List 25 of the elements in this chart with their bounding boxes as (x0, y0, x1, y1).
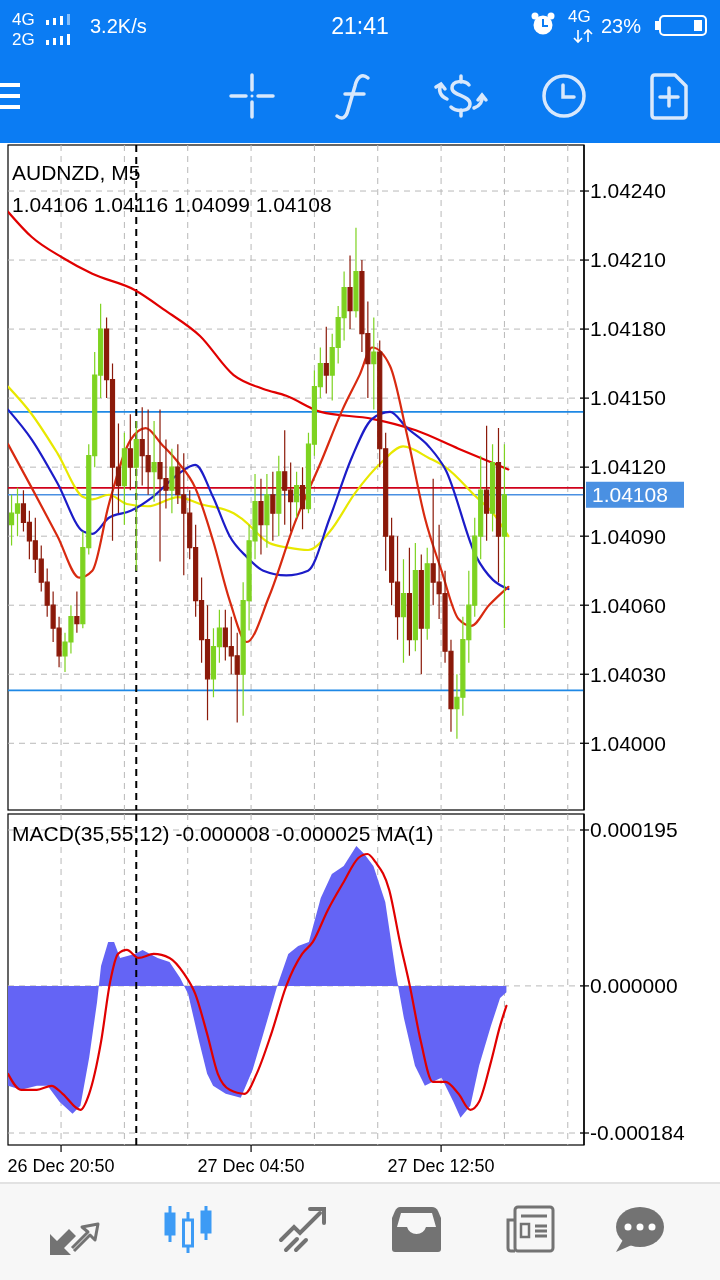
text: 1.04106 1.04116 1.04099 1.04108 (12, 193, 332, 216)
y-tick-label: 1.04060 (590, 593, 666, 617)
y-tick-label: 1.04030 (590, 662, 666, 686)
y-tick-label: 0.000000 (590, 974, 678, 998)
y-tick-label: 1.04000 (590, 731, 666, 755)
y-tick-label: 1.04120 (590, 455, 666, 479)
y-tick-label: 0.000195 (590, 818, 678, 842)
text: 21:41 (331, 13, 389, 39)
chart-title: MACD(35,55,12) -0.000008 -0.000025 MA(1) (12, 822, 434, 845)
ref-line-label: 1.04108 (592, 483, 668, 507)
y-tick-label: 1.04180 (590, 317, 666, 341)
y-tick-label: 1.04210 (590, 248, 666, 272)
text: AUDNZD, M5 (12, 161, 141, 184)
text: 2G (12, 30, 35, 49)
x-tick-label: 27 Dec 04:50 (197, 1156, 305, 1176)
y-tick-label: 1.04150 (590, 386, 666, 410)
y-tick-label: -0.000184 (590, 1121, 685, 1145)
y-tick-label: 1.04240 (590, 179, 666, 203)
text: 23% (601, 15, 642, 37)
text: 3.2K/s (90, 15, 147, 37)
text: 4G (568, 7, 591, 26)
x-tick-label: 26 Dec 20:50 (7, 1156, 115, 1176)
x-tick-label: 27 Dec 12:50 (387, 1156, 495, 1176)
y-tick-label: 1.04090 (590, 524, 666, 548)
text: 4G (12, 10, 35, 29)
